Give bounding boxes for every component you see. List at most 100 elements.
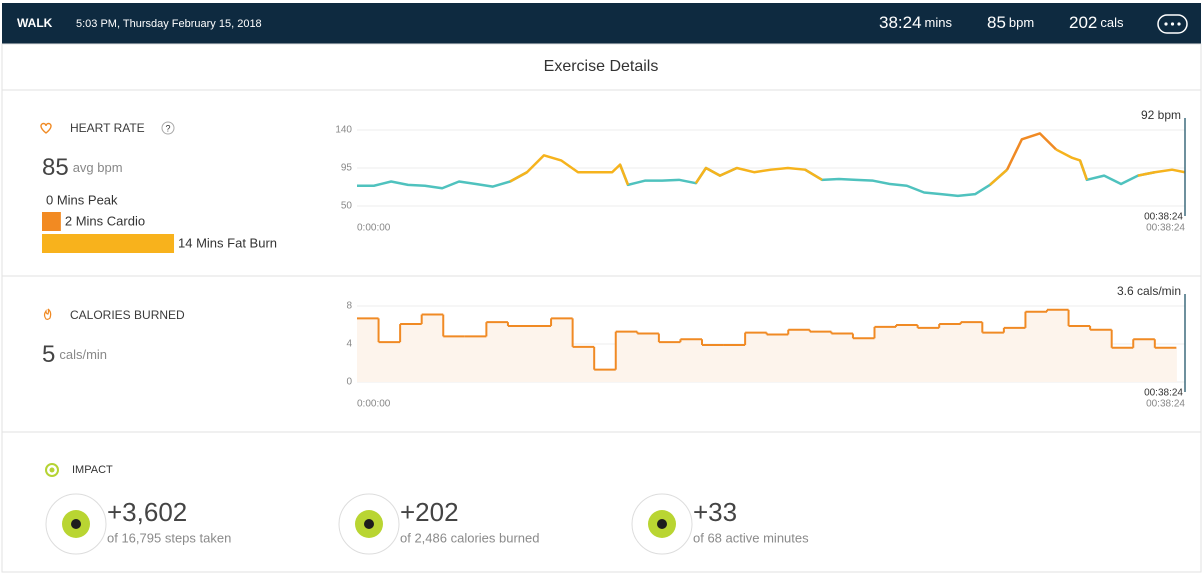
area-step — [658, 342, 681, 382]
area-step — [1133, 339, 1156, 382]
end-label: 3.6 cals/min — [1117, 284, 1181, 298]
area-step — [1025, 311, 1048, 382]
dot — [1164, 22, 1168, 26]
more-button[interactable] — [1157, 14, 1188, 34]
area-step — [1090, 329, 1113, 382]
area-step — [1068, 325, 1091, 382]
zone-label: 0 Mins Peak — [46, 192, 118, 207]
heart-icon — [40, 122, 52, 134]
area-step — [982, 332, 1005, 382]
section-title: HEART RATE — [70, 121, 145, 135]
area-step — [378, 342, 401, 382]
area-step — [1003, 327, 1026, 382]
area-step — [529, 325, 552, 382]
dot — [1170, 22, 1175, 26]
y-tick-label: 50 — [341, 201, 353, 212]
header-bar — [2, 3, 1201, 44]
help-glyph: ? — [165, 123, 170, 133]
activity: WALK — [17, 16, 53, 30]
area-step — [551, 318, 574, 382]
area-step — [357, 318, 380, 382]
stat-unit: mins — [925, 15, 953, 30]
impact-description: of 2,486 calories burned — [400, 530, 539, 545]
y-tick-label: 4 — [346, 339, 352, 350]
zone-label: 2 Mins Cardio — [65, 213, 145, 228]
stat-unit: bpm — [1009, 15, 1034, 30]
avg-value: 5 — [42, 341, 55, 368]
stat: 85 bpm — [987, 13, 1034, 32]
avg-value: 85 — [42, 154, 69, 181]
y-tick-label: 140 — [335, 125, 352, 136]
more-outline — [1157, 14, 1188, 34]
stat: 202 cals — [1069, 13, 1124, 32]
x-tick-label: 00:38:24 — [1146, 223, 1185, 234]
impact-items: +3,602 of 16,795 steps taken +202 of 2,486 … — [45, 493, 809, 555]
avg-unit: avg bpm — [73, 160, 123, 175]
cursor-label: 00:38:24 — [1144, 212, 1183, 223]
y-tick-label: 0 — [346, 377, 352, 388]
stat-value: 85 — [987, 13, 1006, 32]
avg: 85 avg bpm — [42, 154, 123, 181]
area-step — [464, 336, 487, 382]
zone-bar — [42, 234, 175, 253]
page-title: Exercise Details — [544, 58, 659, 75]
area-step — [507, 325, 530, 382]
area-step — [702, 344, 725, 382]
area-step — [874, 326, 897, 382]
impact-value: +202 — [400, 497, 459, 527]
area-step — [615, 331, 638, 382]
area-step — [745, 332, 768, 382]
stat-unit: cals — [1100, 15, 1124, 30]
datetime: 5:03 PM, Thursday February 15, 2018 — [76, 18, 262, 30]
area-step — [1154, 347, 1177, 382]
y-tick-label: 95 — [341, 163, 353, 174]
hr-line — [509, 148, 1186, 186]
area-step — [960, 322, 983, 382]
impact-value: +3,602 — [107, 497, 187, 527]
flame-icon — [43, 308, 52, 320]
area-step — [896, 325, 919, 382]
area-step — [766, 334, 789, 382]
area-step — [400, 324, 423, 382]
area-step — [723, 344, 746, 382]
area-step — [788, 329, 811, 382]
dot — [1177, 22, 1181, 26]
section-title: IMPACT — [72, 464, 113, 476]
stat-value: 38:24 — [879, 13, 922, 32]
zone-label: 14 Mins Fat Burn — [178, 235, 277, 250]
cursor-label: 00:38:24 — [1144, 388, 1183, 399]
area-step — [1047, 309, 1070, 382]
impact-glyph — [71, 519, 81, 529]
area-step — [852, 338, 875, 382]
x-tick-label: 0:00:00 — [357, 223, 391, 234]
impact-glyph — [657, 519, 667, 529]
area-step — [831, 333, 854, 382]
zone-bar — [42, 212, 61, 231]
impact-icon-dot — [49, 467, 55, 473]
impact-description: of 16,795 steps taken — [107, 530, 231, 545]
area-step — [1111, 347, 1134, 382]
impact-value: +33 — [693, 497, 737, 527]
avg: 5 cals/min — [42, 341, 107, 368]
area-step — [680, 339, 703, 382]
end-label: 92 bpm — [1141, 108, 1181, 122]
area-step — [443, 336, 466, 382]
help-icon[interactable] — [161, 121, 175, 135]
avg-unit: cals/min — [59, 347, 107, 362]
impact-icon — [45, 463, 59, 477]
area-step — [939, 324, 962, 382]
impact-glyph — [364, 519, 374, 529]
area-step — [594, 369, 617, 382]
panel-border — [1, 43, 1202, 573]
impact-description: of 68 active minutes — [693, 530, 809, 545]
hr-line — [357, 159, 1156, 198]
area-step — [917, 327, 940, 382]
hr-line — [1005, 132, 1057, 171]
stat-value: 202 — [1069, 13, 1097, 32]
x-tick-label: 00:38:24 — [1146, 399, 1185, 410]
stat: 38:24 mins — [879, 13, 952, 32]
area-step — [809, 331, 832, 382]
area-step — [572, 346, 595, 382]
